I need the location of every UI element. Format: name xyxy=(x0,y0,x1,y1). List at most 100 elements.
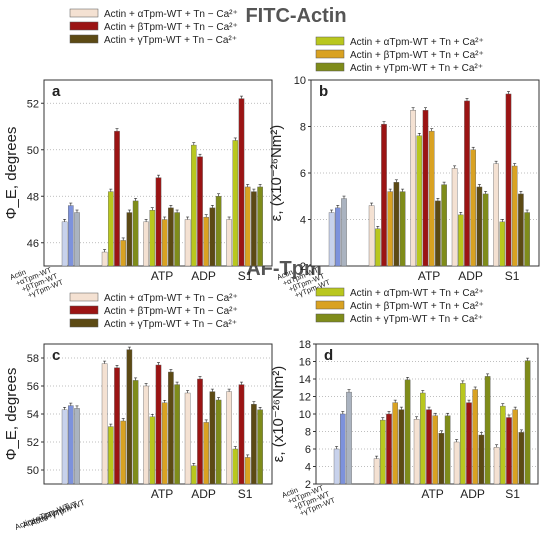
data-bar xyxy=(126,212,133,267)
base-bar xyxy=(346,391,352,485)
panel-letter: d xyxy=(324,347,333,364)
data-bar xyxy=(149,209,156,267)
data-bar xyxy=(184,219,191,267)
data-bar xyxy=(244,186,251,267)
y-tick-label: 6 xyxy=(305,444,311,456)
data-bar xyxy=(399,191,406,267)
data-bar xyxy=(393,182,400,267)
legend-top-plus: Actin + αTpm-WT + Tn + Ca²⁺ Actin + βTpm-… xyxy=(315,36,484,74)
y-tick-label: 50 xyxy=(27,145,39,157)
x-category-label: ADP xyxy=(458,269,483,283)
x-category-label: ATP xyxy=(418,269,440,283)
data-bar xyxy=(410,110,416,267)
y-tick-label: 56 xyxy=(27,381,39,393)
data-bar xyxy=(168,371,174,485)
y-tick-label: 52 xyxy=(27,98,39,110)
y-axis-label: ε, (x10⁻²⁶Nm²) xyxy=(268,125,285,222)
data-bar xyxy=(466,402,472,485)
base-bar xyxy=(74,408,80,485)
data-bar xyxy=(203,216,210,267)
y-tick-label: 4 xyxy=(300,215,306,227)
base-bar xyxy=(67,205,74,267)
data-bar xyxy=(132,200,139,267)
data-bar xyxy=(190,144,197,267)
data-bar xyxy=(132,380,139,485)
y-tick-label: 8 xyxy=(305,427,311,439)
legend-swatch xyxy=(315,300,345,310)
data-bar xyxy=(500,405,506,485)
legend-label: Actin + βTpm-WT + Tn + Ca²⁺ xyxy=(350,301,484,312)
data-bar xyxy=(380,419,386,485)
data-bar xyxy=(422,110,429,267)
x-category-label: ADP xyxy=(460,487,485,501)
y-tick-label: 8 xyxy=(300,122,306,134)
data-bar xyxy=(215,399,222,485)
y-tick-label: 12 xyxy=(299,392,311,404)
data-bar xyxy=(257,186,263,267)
data-bar xyxy=(482,193,489,267)
data-bar xyxy=(226,391,232,485)
data-bar xyxy=(470,149,477,267)
legend-swatch xyxy=(315,313,345,323)
data-bar xyxy=(524,212,530,267)
data-bar xyxy=(232,140,239,267)
data-bar xyxy=(453,441,460,485)
data-bar xyxy=(215,196,222,267)
data-bar xyxy=(432,415,439,485)
x-category-label: ATP xyxy=(151,487,173,501)
data-bar xyxy=(149,416,156,485)
legend-label: Actin + αTpm-WT + Tn + Ca²⁺ xyxy=(350,288,484,299)
x-category-label: ADP xyxy=(191,487,216,501)
y-tick-label: 4 xyxy=(305,462,311,474)
legend-label: Actin + αTpm-WT + Tn − Ca²⁺ xyxy=(104,9,238,20)
data-bar xyxy=(161,219,168,267)
y-tick-label: 52 xyxy=(27,437,39,449)
y-tick-label: 6 xyxy=(300,168,306,180)
y-tick-label: 16 xyxy=(299,357,311,369)
legend-swatch xyxy=(69,34,99,44)
base-bar xyxy=(61,221,68,267)
base-bar xyxy=(341,198,347,267)
y-tick-label: 58 xyxy=(27,353,39,365)
data-bar xyxy=(413,419,420,485)
y-tick-label: 10 xyxy=(299,409,311,421)
data-bar xyxy=(375,228,381,267)
data-bar xyxy=(435,200,441,267)
legend-swatch xyxy=(315,62,345,72)
base-bar xyxy=(67,405,74,485)
data-bar xyxy=(451,168,458,267)
data-bar xyxy=(143,221,149,267)
data-bar xyxy=(472,389,479,485)
legend-swatch xyxy=(69,305,99,315)
data-bar xyxy=(426,409,432,485)
legend-label: Actin + γTpm-WT + Tn + Ca²⁺ xyxy=(350,63,483,74)
data-bar xyxy=(120,240,126,267)
data-bar xyxy=(404,379,411,485)
data-bar xyxy=(184,392,191,485)
data-bar xyxy=(506,417,512,485)
data-bar xyxy=(251,191,257,267)
data-bar xyxy=(174,384,180,485)
x-category-label: ATP xyxy=(151,269,173,283)
section-title-fitc: FITC-Actin xyxy=(245,5,346,27)
data-bar xyxy=(168,207,174,267)
data-bar xyxy=(493,447,500,485)
y-axis-label: ε, (x10⁻²⁶Nm²) xyxy=(270,366,287,463)
data-bar xyxy=(387,191,394,267)
data-bar xyxy=(478,434,485,485)
data-bar xyxy=(512,409,518,485)
legend-label: Actin + βTpm-WT + Tn − Ca²⁺ xyxy=(104,22,238,33)
data-bar xyxy=(441,184,447,267)
data-bar xyxy=(458,214,464,267)
legend-label: Actin + γTpm-WT + Tn − Ca²⁺ xyxy=(104,35,237,46)
legend-top-minus: Actin + αTpm-WT + Tn − Ca²⁺ Actin + βTpm-… xyxy=(69,8,238,46)
data-bar xyxy=(484,376,491,485)
base-bar xyxy=(74,212,80,267)
y-tick-label: 48 xyxy=(27,191,39,203)
legend-swatch xyxy=(315,49,345,59)
data-bar xyxy=(126,349,133,485)
data-bar xyxy=(238,384,245,485)
base-bar xyxy=(340,413,346,485)
